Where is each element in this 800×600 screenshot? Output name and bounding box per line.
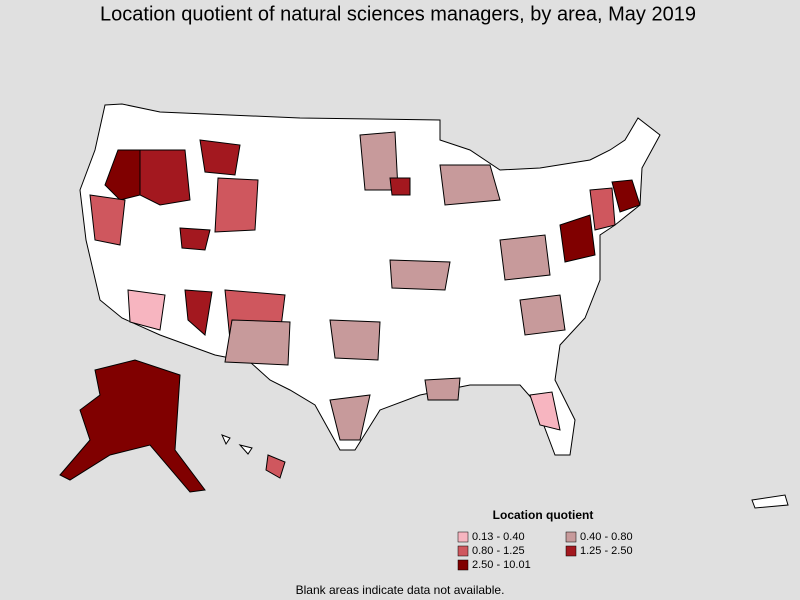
region: [224, 319, 291, 366]
region: [329, 319, 381, 361]
region: [184, 289, 213, 336]
region: [424, 377, 461, 401]
region: [389, 177, 411, 196]
legend-swatch: [565, 545, 577, 557]
region: [439, 164, 501, 206]
region: [611, 179, 641, 213]
map: [59, 103, 789, 509]
region: [214, 177, 259, 233]
region: [499, 234, 551, 281]
region: [179, 227, 211, 251]
region: [559, 214, 596, 263]
hawaii: [265, 454, 286, 479]
legend-label: 1.25 - 2.50: [580, 545, 633, 557]
alaska: [59, 359, 206, 493]
legend-swatch: [457, 531, 469, 543]
hawaii: [238, 444, 253, 455]
legend-swatch: [457, 545, 469, 557]
region: [127, 289, 166, 331]
region: [104, 149, 141, 201]
puerto-rico: [751, 494, 789, 509]
legend-swatch: [565, 531, 577, 543]
region: [519, 294, 566, 336]
hawaii: [221, 434, 231, 446]
legend-label: 0.80 - 1.25: [472, 545, 525, 557]
legend-label: 0.13 - 0.40: [472, 531, 525, 543]
legend: Location quotient 0.13 - 0.40 0.40 - 0.80…: [457, 508, 633, 571]
footnote: Blank areas indicate data not available.: [296, 583, 505, 597]
region: [329, 394, 371, 441]
region: [589, 187, 616, 231]
region: [89, 194, 126, 246]
legend-label: 2.50 - 10.01: [472, 559, 531, 571]
legend-label: 0.40 - 0.80: [580, 531, 633, 543]
region: [529, 391, 561, 431]
region: [199, 139, 241, 176]
region: [139, 149, 191, 206]
legend-swatch: [457, 559, 469, 571]
region: [389, 259, 451, 291]
map-title: Location quotient of natural sciences ma…: [100, 3, 696, 25]
legend-title: Location quotient: [493, 508, 594, 522]
